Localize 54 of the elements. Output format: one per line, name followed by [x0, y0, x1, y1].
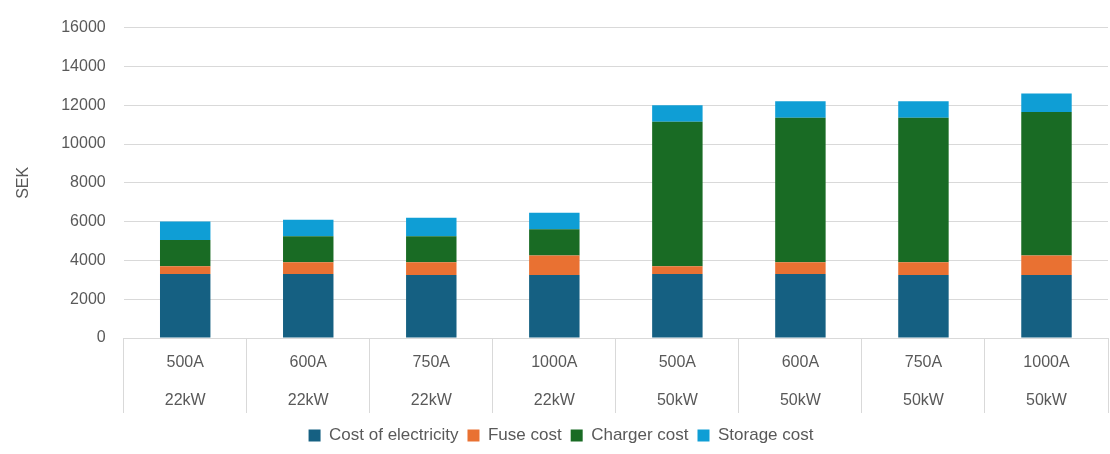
bar [529, 255, 580, 275]
category-label: 600A 50kW [779, 352, 821, 409]
bar [775, 273, 826, 338]
bar [775, 262, 826, 274]
legend-label: Fuse cost [487, 425, 562, 445]
bar [775, 117, 826, 263]
bar [652, 273, 703, 338]
bar [529, 212, 580, 230]
bar [529, 274, 580, 338]
y-tick-label: 2000 [70, 289, 106, 307]
category-label: 500A 22kW [164, 352, 206, 409]
bar [652, 105, 703, 122]
bar [159, 273, 211, 338]
category-label: 1000A 22kW [531, 352, 578, 409]
bar [898, 101, 949, 118]
legend-label: Storage cost [718, 425, 814, 445]
bar [652, 266, 703, 274]
category-label: 600A 22kW [287, 352, 329, 409]
bar [159, 240, 211, 267]
bar [1021, 274, 1072, 338]
bar [652, 121, 703, 267]
y-tick-label: 14000 [61, 56, 106, 74]
y-tick-label: 8000 [70, 173, 106, 191]
y-tick-label: 6000 [70, 212, 106, 230]
y-tick-label: 0 [96, 328, 106, 346]
bar [1021, 111, 1072, 256]
bar [898, 262, 949, 275]
bar [529, 229, 580, 256]
y-tick-label: 4000 [70, 250, 106, 268]
bar [406, 236, 457, 263]
legend-label: Cost of electricity [329, 425, 459, 445]
y-tick-label: 12000 [61, 95, 106, 113]
category-label: 500A 50kW [656, 352, 698, 409]
bar [775, 101, 826, 118]
bar [898, 117, 949, 263]
bar [283, 219, 334, 237]
bar [283, 273, 334, 338]
bar [1021, 93, 1072, 112]
bar [406, 217, 457, 237]
category-label: 1000A 50kW [1023, 352, 1070, 409]
category-label: 750A 22kW [410, 352, 452, 409]
bar [283, 262, 334, 274]
category-label: 750A 50kW [902, 352, 944, 409]
bar [406, 262, 457, 275]
bar [159, 221, 211, 241]
bar [406, 274, 457, 338]
bar [1021, 255, 1072, 275]
y-axis-title: SEK [14, 166, 32, 199]
bar [283, 236, 334, 263]
y-tick-label: 10000 [61, 134, 106, 152]
bar [159, 266, 211, 274]
legend-label: Charger cost [591, 425, 689, 445]
y-tick-label: 16000 [61, 18, 106, 36]
bar [898, 274, 949, 338]
